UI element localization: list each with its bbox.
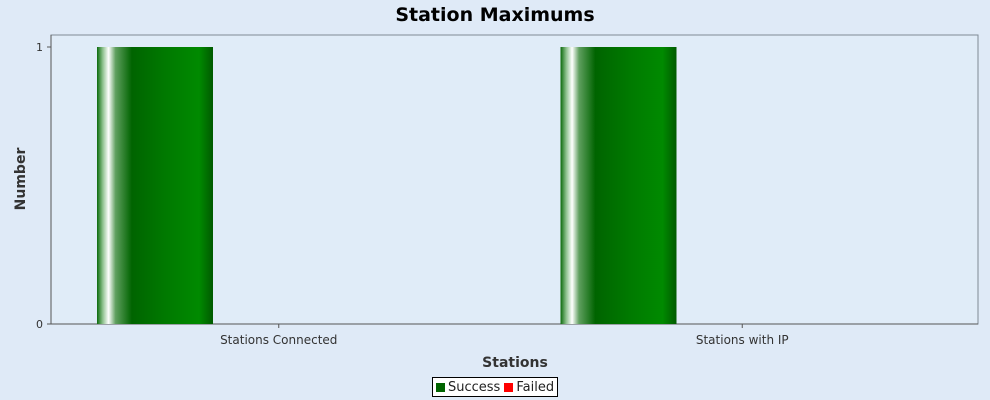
- x-ticks: Stations Connected Stations with IP: [220, 324, 789, 347]
- y-axis-label: Number: [13, 148, 29, 211]
- bar-success-1[interactable]: [560, 47, 677, 324]
- y-ticks: 01: [36, 41, 51, 331]
- bar-success-0[interactable]: [97, 47, 213, 324]
- chart-title: Station Maximums: [395, 4, 594, 26]
- y-tick-label: 0: [36, 318, 43, 331]
- legend: Success Failed: [432, 377, 559, 397]
- x-axis-label: Stations: [482, 355, 548, 371]
- legend-swatch-failed: [504, 382, 514, 392]
- legend-label-success: Success: [448, 379, 501, 395]
- legend-swatch-success: [436, 382, 445, 392]
- legend-item-failed: Failed: [504, 380, 554, 395]
- y-tick-label: 1: [36, 41, 43, 54]
- bars-group: [97, 47, 677, 324]
- legend-label-failed: Failed: [516, 379, 555, 395]
- legend-item-success: Success: [436, 380, 500, 395]
- x-tick-label: Stations with IP: [696, 333, 789, 347]
- x-tick-label: Stations Connected: [220, 333, 337, 347]
